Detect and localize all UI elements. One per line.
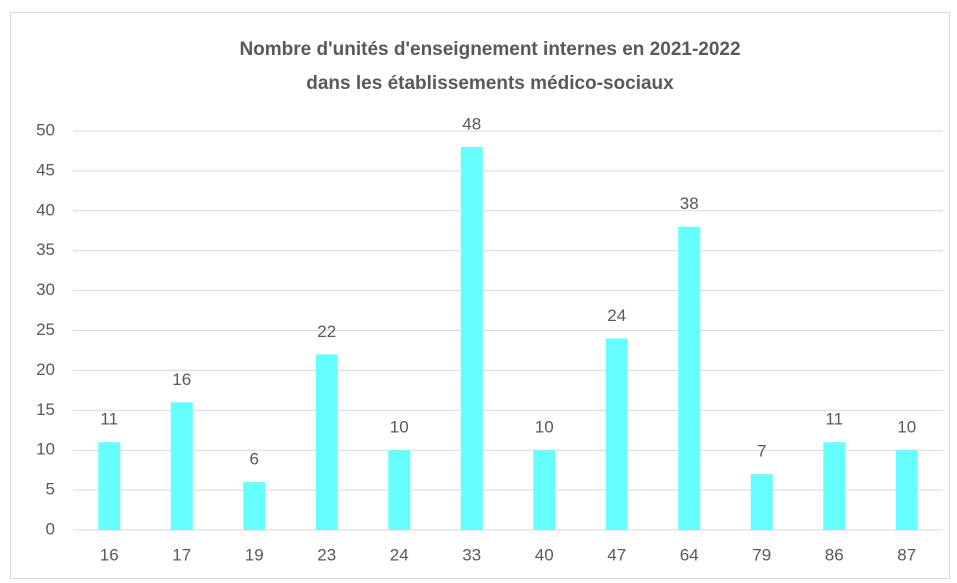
bar	[170, 402, 193, 530]
data-label: 11	[100, 410, 118, 429]
bar	[98, 442, 121, 530]
bar	[823, 442, 846, 530]
bar	[460, 146, 483, 530]
y-tick-label: 20	[36, 360, 55, 379]
data-label: 22	[317, 322, 336, 341]
bar	[895, 450, 918, 530]
x-tick-label: 16	[100, 545, 119, 564]
x-tick-label: 64	[680, 545, 699, 564]
x-tick-label: 24	[390, 545, 409, 564]
x-tick-label: 40	[535, 545, 554, 564]
y-tick-label: 15	[36, 400, 55, 419]
data-label: 11	[825, 410, 843, 429]
y-tick-label: 40	[36, 200, 55, 219]
x-tick-label: 23	[317, 545, 336, 564]
data-label: 38	[680, 194, 699, 213]
y-tick-label: 45	[36, 160, 55, 179]
data-label: 10	[897, 418, 916, 437]
bar	[315, 354, 338, 530]
bar	[605, 338, 628, 530]
data-label: 10	[390, 418, 409, 437]
data-label: 48	[462, 114, 481, 133]
bar	[750, 474, 773, 530]
data-label: 6	[250, 450, 259, 469]
y-tick-label: 0	[46, 519, 55, 538]
bar	[388, 450, 411, 530]
data-label: 10	[535, 418, 554, 437]
x-tick-label: 86	[825, 545, 844, 564]
chart-title: dans les établissements médico-sociaux	[306, 73, 674, 94]
x-tick-label: 87	[897, 545, 916, 564]
data-label: 7	[757, 442, 766, 461]
data-label: 24	[607, 306, 626, 325]
y-tick-label: 50	[36, 120, 55, 139]
x-tick-label: 33	[462, 545, 481, 564]
y-tick-label: 30	[36, 280, 55, 299]
x-tick-label: 19	[245, 545, 264, 564]
data-label: 16	[172, 370, 191, 389]
bar	[243, 482, 266, 530]
chart-title: Nombre d'unités d'enseignement internes …	[239, 39, 740, 60]
y-tick-label: 25	[36, 320, 55, 339]
y-tick-label: 35	[36, 240, 55, 259]
y-tick-label: 5	[46, 480, 55, 499]
x-tick-label: 79	[752, 545, 771, 564]
bar	[533, 450, 556, 530]
x-tick-label: 17	[172, 545, 191, 564]
x-tick-label: 47	[607, 545, 626, 564]
y-tick-label: 10	[36, 440, 55, 459]
bar	[678, 226, 701, 530]
